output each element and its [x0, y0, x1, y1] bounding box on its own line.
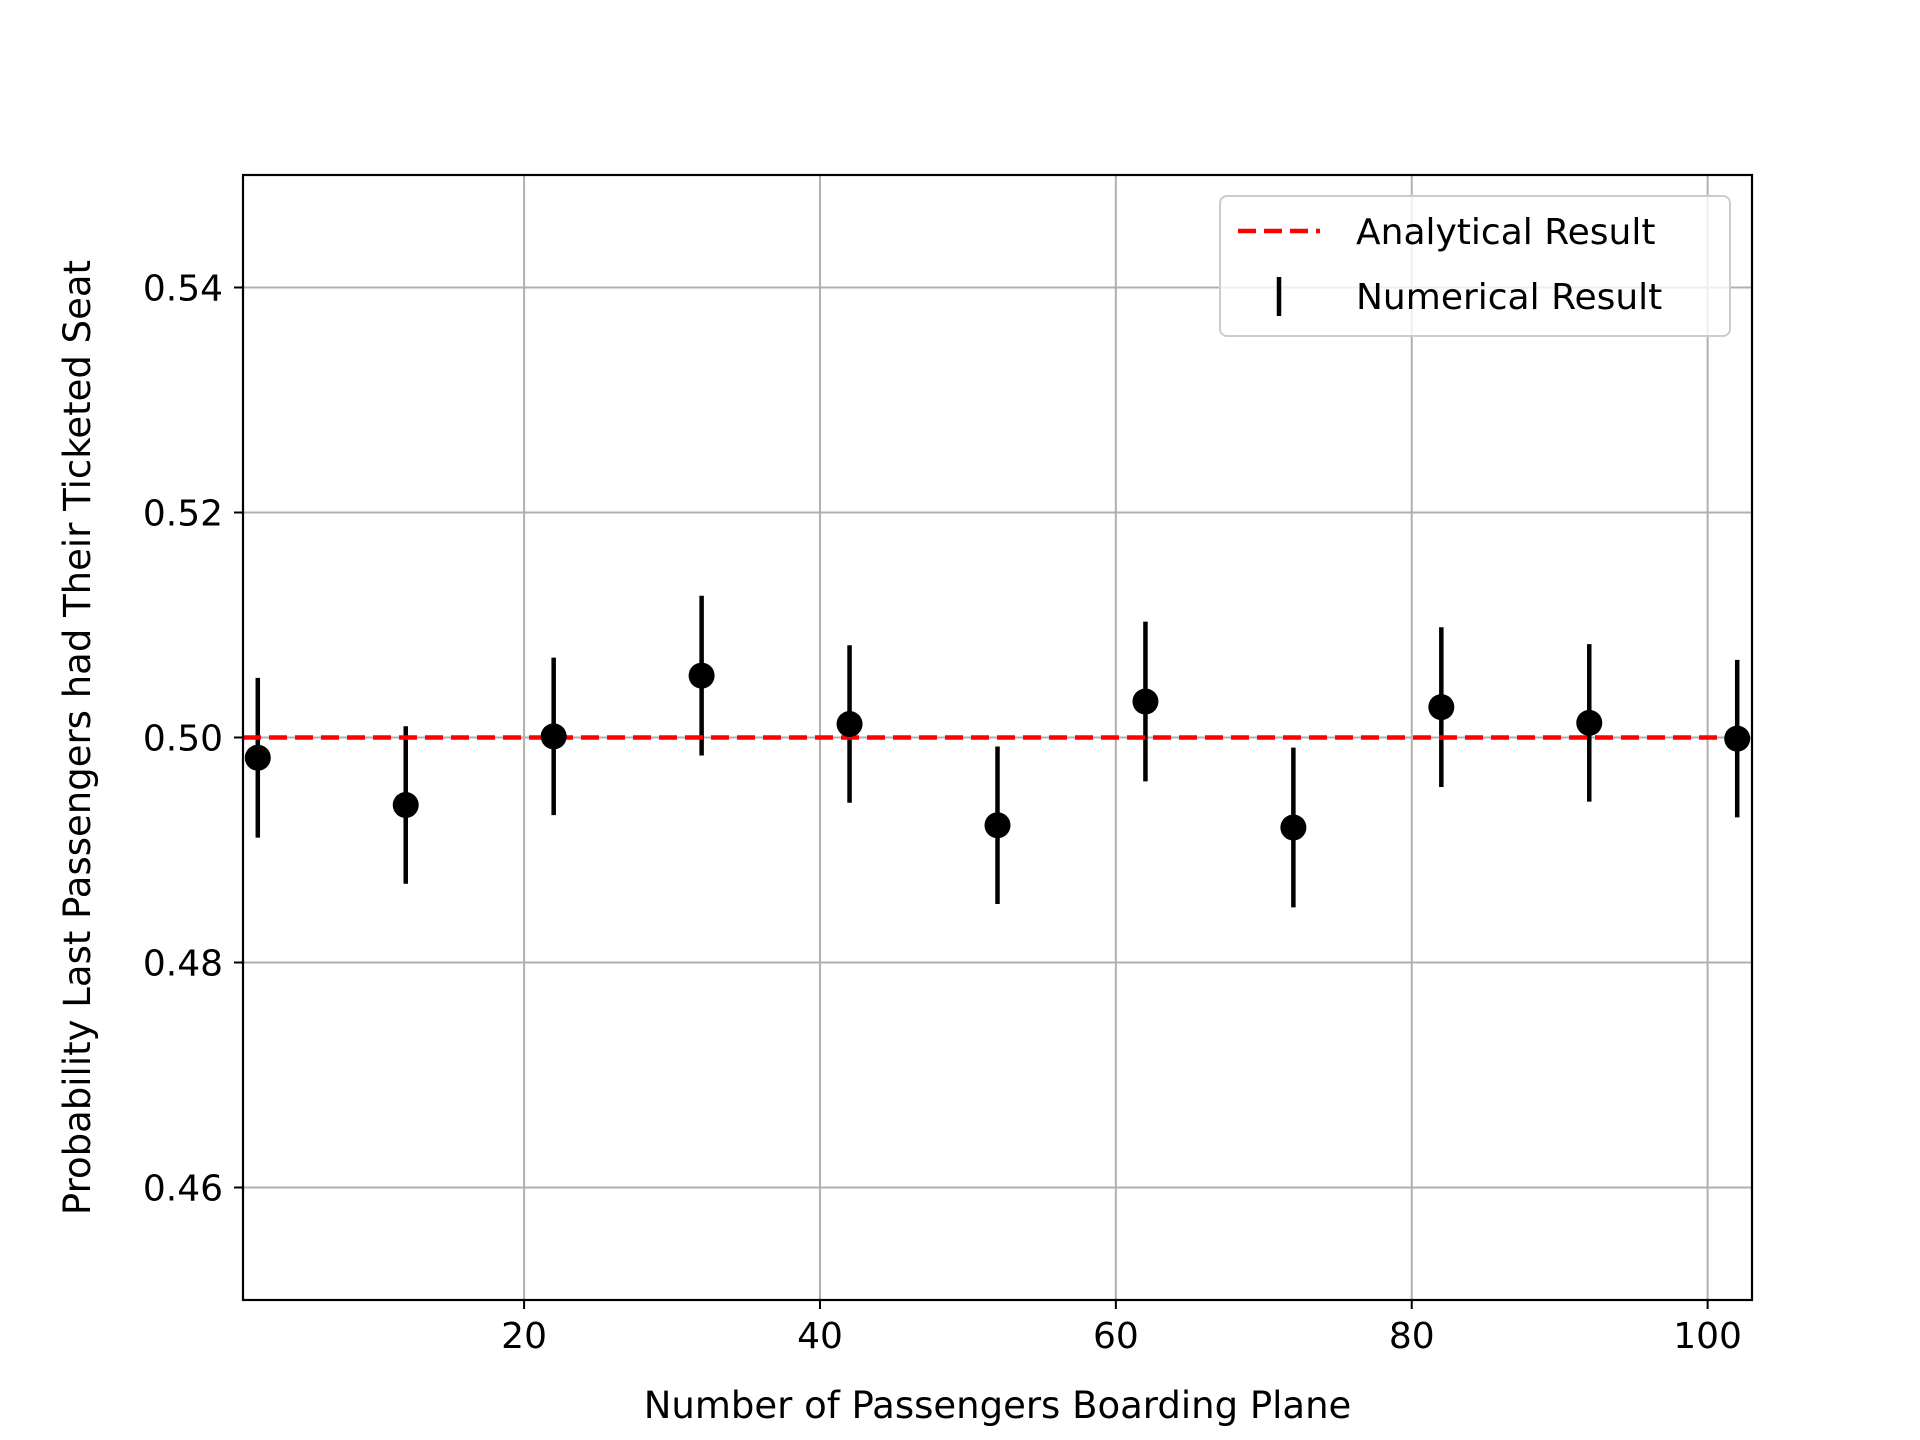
y-tick-label: 0.48 [143, 944, 223, 985]
data-point [540, 723, 567, 750]
data-point [1576, 709, 1603, 736]
data-point [1280, 814, 1307, 841]
plot-series [243, 595, 1752, 908]
legend-label-numerical: Numerical Result [1356, 277, 1662, 318]
data-point [392, 792, 419, 818]
x-tick-label: 40 [797, 1316, 843, 1357]
y-tick-label: 0.46 [143, 1169, 223, 1210]
data-point [244, 744, 271, 771]
data-point [1132, 688, 1159, 715]
data-point [688, 662, 715, 689]
axis-ticks: 20 40 60 80 100 0.46 0.48 0.50 0.52 0.54 [143, 269, 1742, 1358]
legend-box [1219, 195, 1731, 337]
y-tick-label: 0.54 [143, 269, 223, 310]
data-point [1428, 694, 1455, 721]
data-point [1724, 725, 1751, 752]
x-tick-label: 100 [1673, 1316, 1742, 1357]
x-tick-label: 60 [1093, 1316, 1139, 1357]
x-tick-label: 80 [1389, 1316, 1435, 1357]
x-axis-label: Number of Passengers Boarding Plane [644, 1384, 1352, 1427]
data-point [836, 711, 863, 737]
data-point [984, 812, 1011, 839]
y-axis-label: Probability Last Passengers had Their Ti… [56, 260, 99, 1215]
legend-label-analytical: Analytical Result [1356, 212, 1655, 253]
y-tick-label: 0.50 [143, 719, 223, 760]
x-tick-label: 20 [501, 1316, 547, 1357]
legend: Analytical Result Numerical Result [1219, 195, 1731, 337]
y-tick-label: 0.52 [143, 494, 223, 535]
